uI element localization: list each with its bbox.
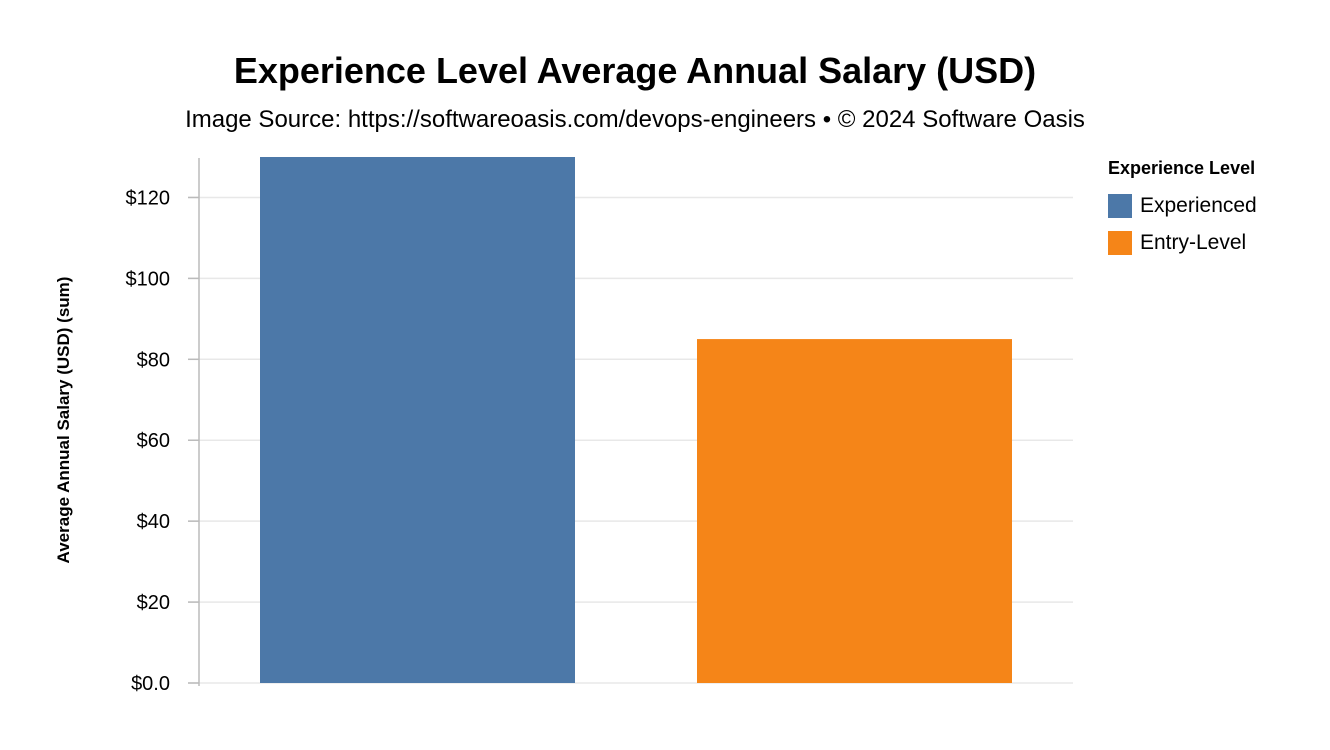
y-tick-label: $60	[137, 430, 170, 452]
bar-entry-level	[697, 339, 1012, 683]
y-tick-label: $120	[126, 187, 171, 209]
chart-subtitle: Image Source: https://softwareoasis.com/…	[185, 106, 1085, 133]
legend-label: Experienced	[1140, 193, 1257, 217]
y-tick-label: $80	[137, 349, 170, 371]
y-tick-label: $20	[137, 592, 170, 614]
bar-experienced	[260, 157, 575, 683]
y-tick-label: $100	[126, 268, 171, 290]
legend-label: Entry-Level	[1140, 230, 1247, 254]
legend-swatch	[1108, 193, 1132, 218]
legend-swatch	[1108, 230, 1132, 255]
legend-title: Experience Level	[1108, 158, 1256, 178]
legend-item-entry-level: Entry-Level	[1108, 224, 1257, 261]
y-tick-label: $40	[137, 511, 170, 533]
chart-title: Experience Level Average Annual Salary (…	[233, 50, 1037, 91]
legend: Experience Level Experienced Entry-Level	[1108, 158, 1257, 261]
y-tick-label: $0.0	[131, 673, 170, 695]
legend-item-experienced: Experienced	[1108, 187, 1257, 224]
